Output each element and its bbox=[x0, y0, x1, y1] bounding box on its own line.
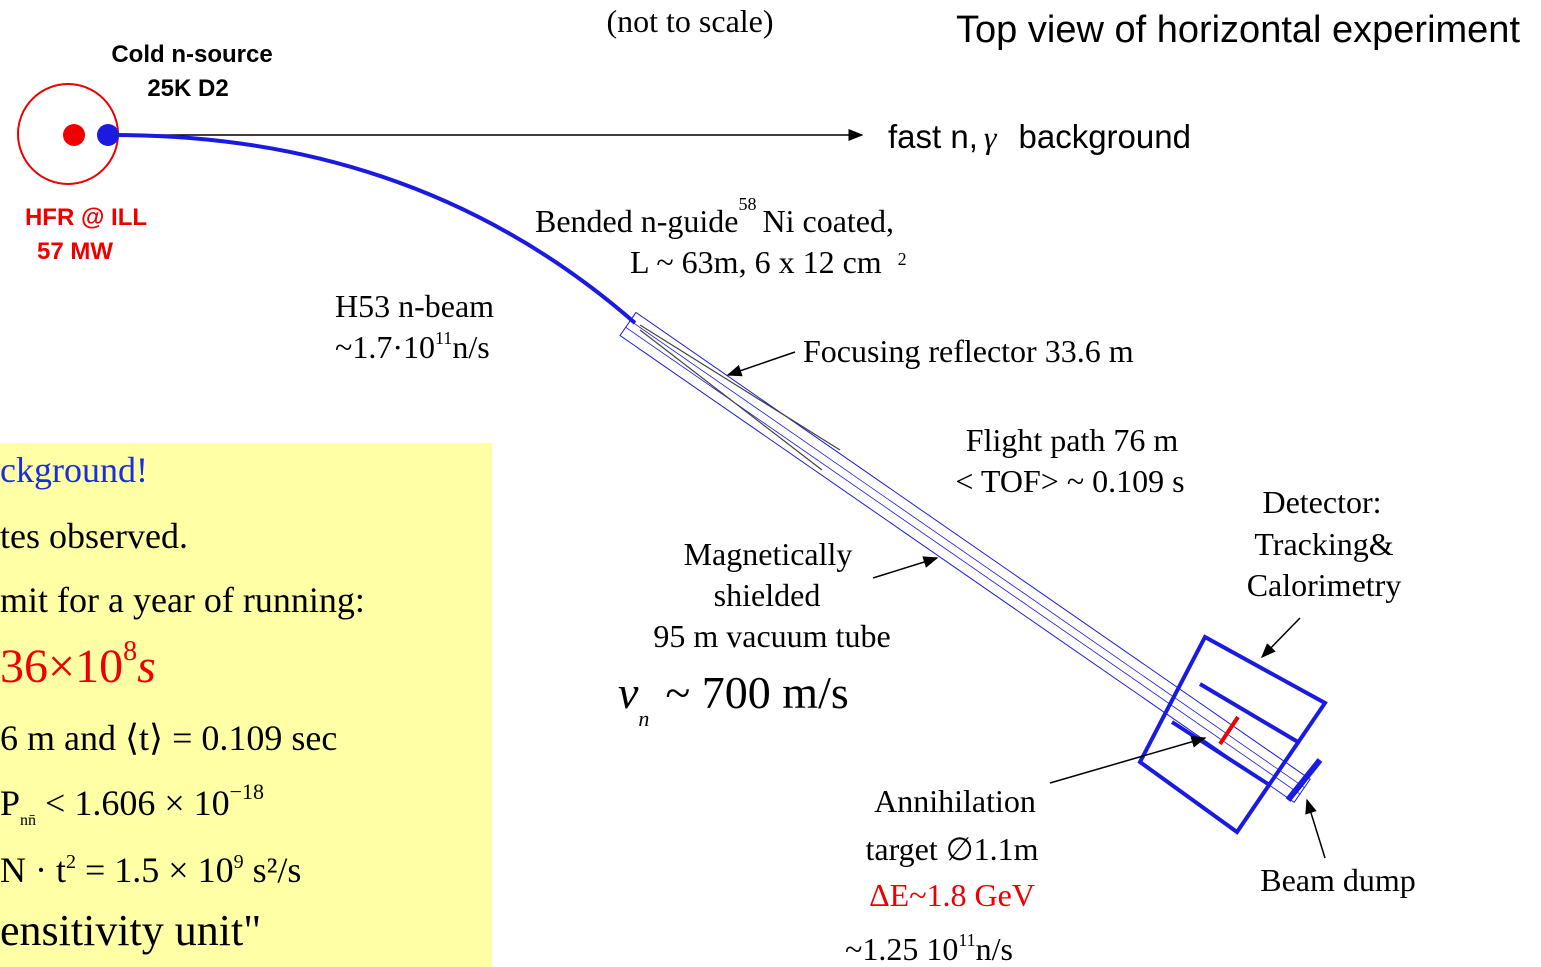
label-part: v bbox=[618, 667, 639, 718]
title: Top view of horizontal experiment bbox=[956, 9, 1520, 51]
flight-line1: Flight path 76 m bbox=[966, 422, 1179, 458]
label-part: 58 bbox=[739, 194, 757, 214]
detector bbox=[1137, 634, 1328, 835]
box-part: < 1.606 × 10 bbox=[36, 783, 230, 823]
source-name: Cold n-source bbox=[111, 41, 272, 68]
guide-line2: L ~ 63m, 6 x 12 cm 2 bbox=[630, 244, 907, 280]
source-temp: 25K D2 bbox=[147, 75, 228, 102]
beam-flux: ~1.7·1011n/s bbox=[335, 328, 490, 365]
bent-guide bbox=[114, 133, 637, 325]
label-part: n bbox=[638, 706, 649, 731]
target-flux: ~1.25 1011n/s bbox=[845, 930, 1013, 967]
box-part: 2 bbox=[66, 851, 76, 873]
detector-inner bbox=[1198, 682, 1300, 744]
detector-label: Tracking& bbox=[1254, 526, 1393, 562]
pointers bbox=[726, 351, 1326, 859]
beam-dump-label: Beam dump bbox=[1260, 862, 1416, 898]
pointer bbox=[872, 556, 939, 579]
reactor-name: HFR @ ILL bbox=[25, 204, 147, 231]
box-part: P bbox=[0, 783, 20, 823]
label-part: ~1.7·10 bbox=[335, 329, 435, 365]
fast-label: fast n, γ background bbox=[888, 118, 1191, 155]
label-part: Bended n-guide bbox=[535, 203, 739, 239]
label-part: γ bbox=[984, 119, 998, 155]
target bbox=[1218, 715, 1240, 746]
summary-text: ckground! tes observed. mit for a year o… bbox=[0, 450, 365, 955]
box-line: 36×108s bbox=[0, 636, 156, 693]
box-line: N · t2 = 1.5 × 109 s²/s bbox=[0, 850, 301, 890]
label-part: Ni coated, bbox=[763, 203, 895, 239]
box-part: 36×10 bbox=[0, 640, 123, 693]
beam-name: H53 n-beam bbox=[335, 288, 494, 324]
box-part: nn̄ bbox=[20, 812, 36, 829]
speed-label: vn ~ 700 m/s bbox=[618, 667, 849, 731]
box-line: ckground! bbox=[0, 450, 148, 490]
tube-label: Magnetically bbox=[684, 536, 853, 572]
box-part: s bbox=[137, 640, 156, 693]
box-part: s²/s bbox=[244, 850, 302, 890]
box-line: tes observed. bbox=[0, 516, 188, 556]
reflector-label: Focusing reflector 33.6 m bbox=[803, 333, 1134, 369]
guide-line1: Bended n-guide58 Ni coated, bbox=[535, 194, 894, 239]
beam-dump bbox=[1285, 758, 1323, 802]
box-line: ensitivity unit" bbox=[0, 906, 261, 955]
pointer bbox=[1260, 617, 1301, 659]
target-energy: ΔE~1.8 GeV bbox=[869, 877, 1035, 913]
box-line: mit for a year of running: bbox=[0, 580, 365, 620]
label-part: fast n, bbox=[888, 118, 978, 155]
reactor-core bbox=[63, 124, 85, 146]
box-part: N · t bbox=[0, 850, 66, 890]
target-label: Annihilation bbox=[874, 783, 1036, 819]
summary-box bbox=[0, 443, 492, 967]
target-label: target ∅1.1m bbox=[865, 831, 1038, 867]
label-part: n/s bbox=[452, 329, 489, 365]
tube-label: shielded bbox=[714, 577, 821, 613]
tube-line bbox=[630, 320, 1305, 788]
tube-outline bbox=[619, 311, 1311, 804]
detector-label: Calorimetry bbox=[1247, 567, 1402, 603]
pointer bbox=[726, 351, 796, 377]
box-part: = 1.5 × 10 bbox=[76, 850, 234, 890]
label-part: 11 bbox=[435, 328, 452, 348]
box-part: 8 bbox=[123, 636, 137, 667]
reactor-power: 57 MW bbox=[37, 238, 113, 265]
box-line: 6 m and ⟨t⟩ = 0.109 sec bbox=[0, 718, 337, 758]
label-part: 11 bbox=[958, 930, 975, 950]
tube-label: 95 m vacuum tube bbox=[653, 618, 890, 654]
note: (not to scale) bbox=[606, 3, 773, 39]
label-part: background bbox=[1019, 118, 1191, 155]
reflector bbox=[639, 329, 823, 471]
box-part: −18 bbox=[230, 779, 264, 804]
label-part: n/s bbox=[976, 931, 1013, 967]
label-part: 2 bbox=[898, 249, 907, 269]
reflector bbox=[639, 324, 841, 451]
cold-source bbox=[97, 124, 119, 146]
label-part: L ~ 63m, 6 x 12 cm bbox=[630, 244, 882, 280]
pointer bbox=[1305, 798, 1326, 859]
detector-label: Detector: bbox=[1262, 484, 1381, 520]
detector-inner bbox=[1170, 720, 1270, 786]
label-part: ~ 700 m/s bbox=[665, 667, 848, 718]
pointer bbox=[1049, 736, 1207, 784]
label-part: ~1.25 10 bbox=[845, 931, 958, 967]
box-line: Pnn̄ < 1.606 × 10−18 bbox=[0, 779, 264, 829]
flight-line2: < TOF> ~ 0.109 s bbox=[955, 463, 1184, 499]
box-part: 9 bbox=[234, 851, 244, 873]
